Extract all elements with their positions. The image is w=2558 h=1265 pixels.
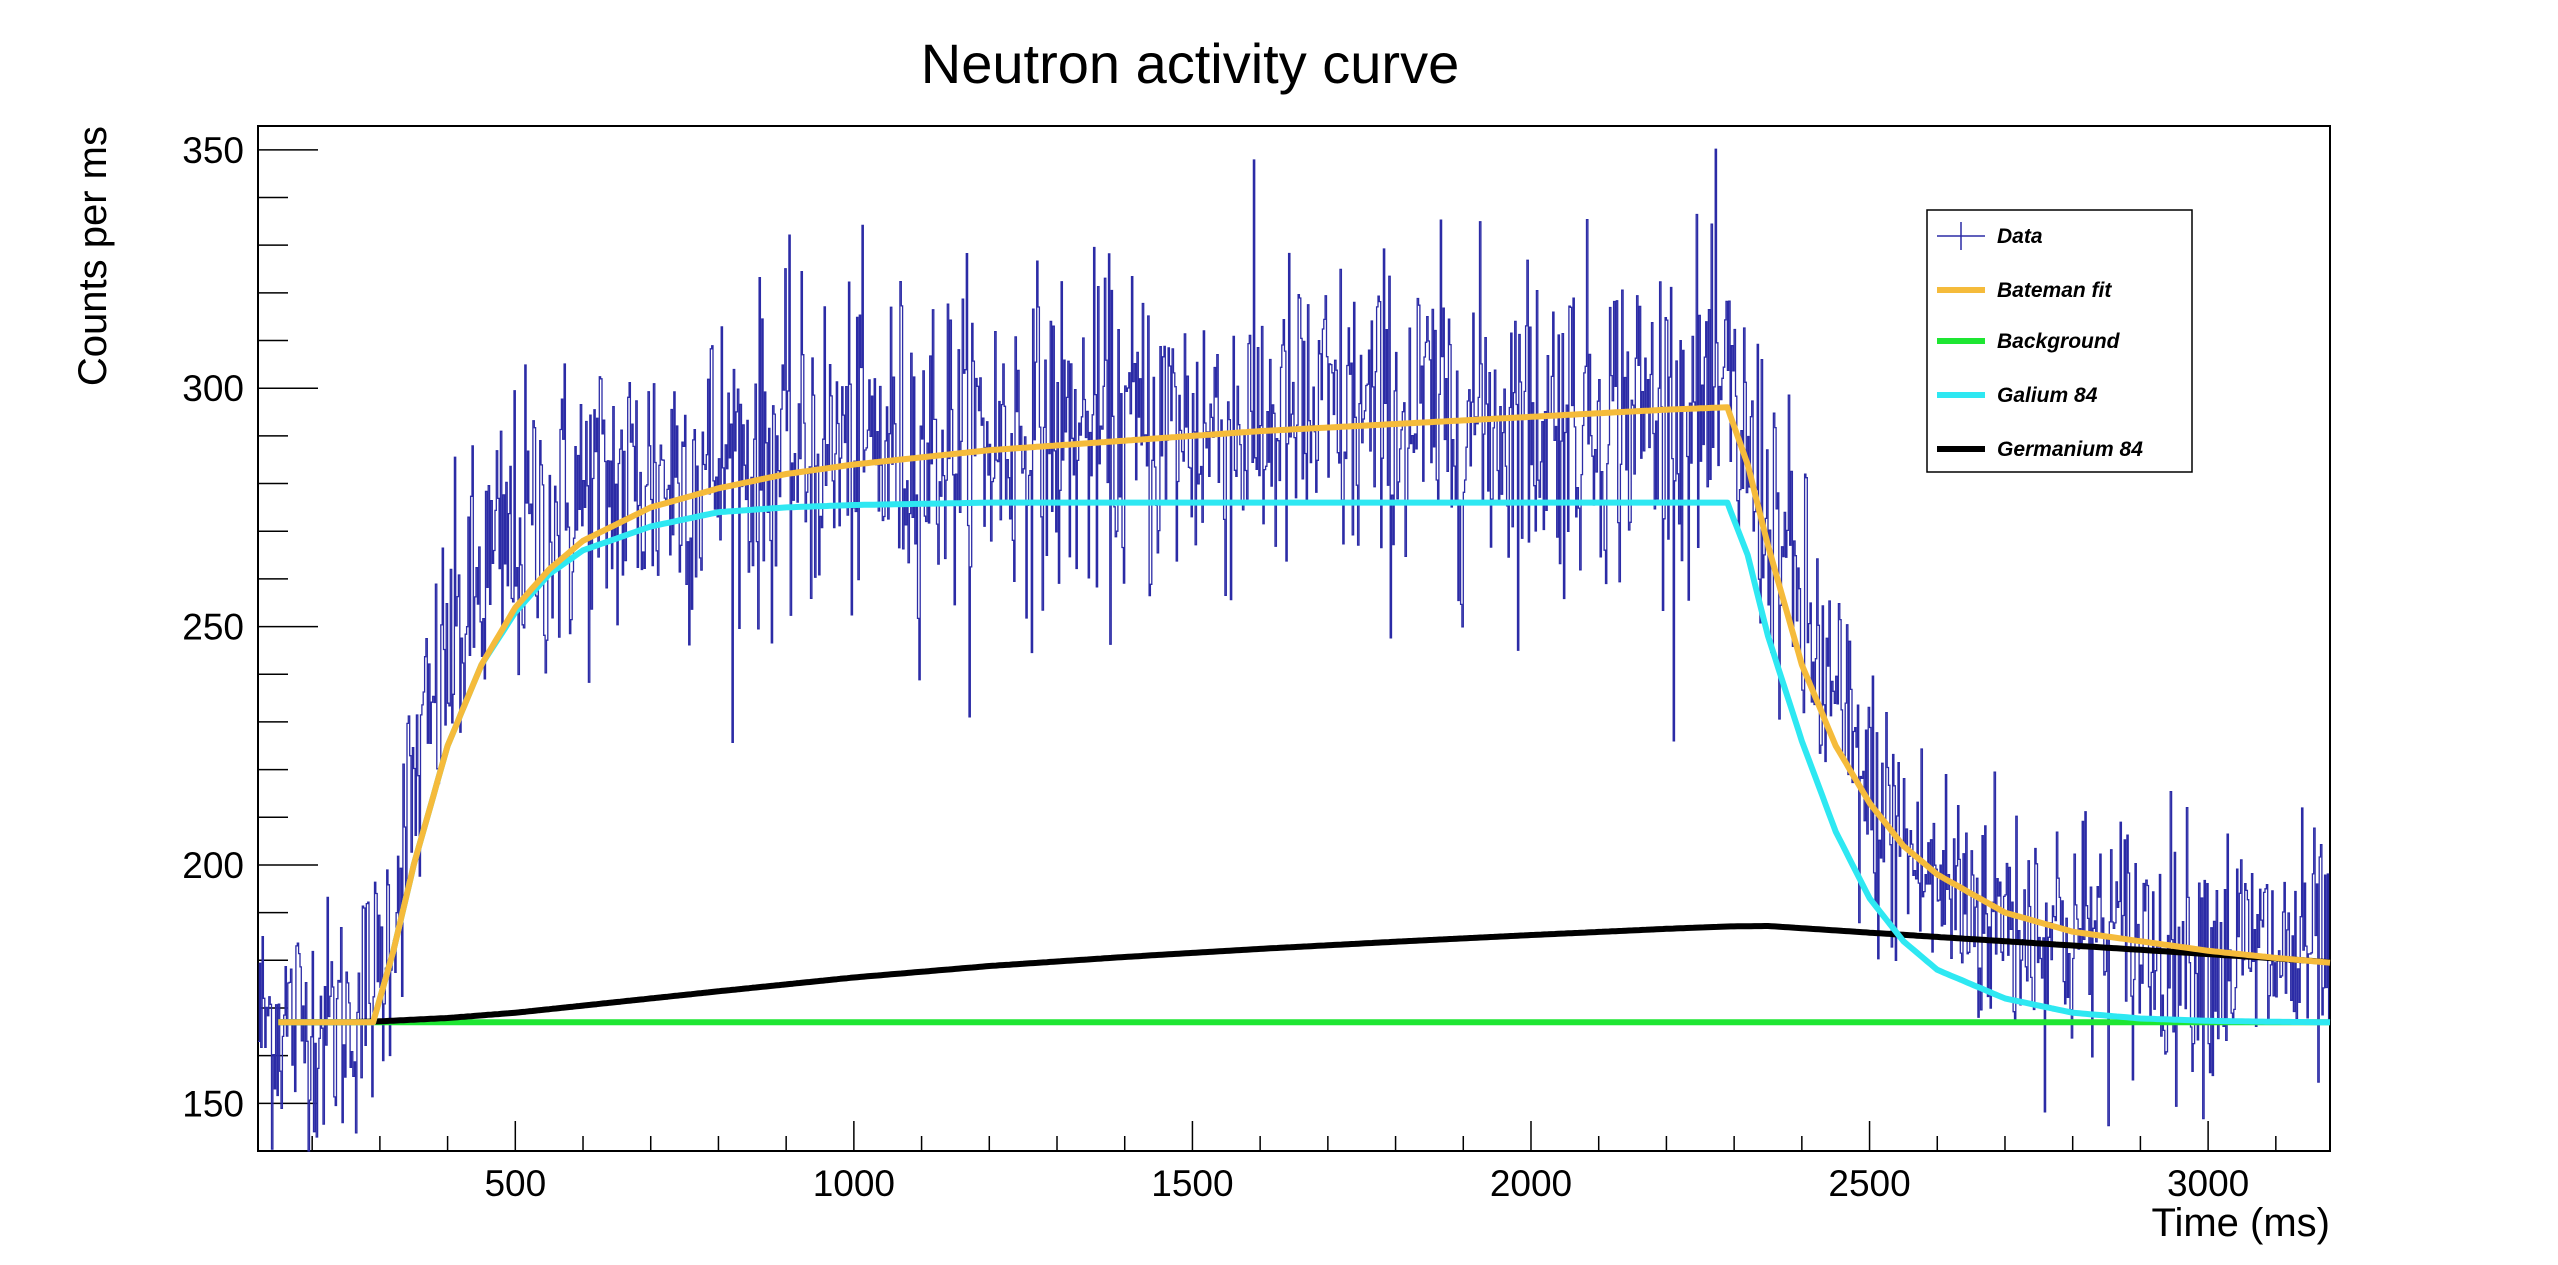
y-tick-label: 300	[182, 368, 244, 409]
x-axis: 500 1000 1500 2000 2500 3000	[311, 1121, 2277, 1204]
series-bateman-fit-line	[278, 404, 2331, 1026]
x-tick-label: 1000	[813, 1163, 895, 1204]
legend-label-galium-84: Galium 84	[1997, 384, 2098, 407]
plot-frame	[257, 125, 2331, 1152]
x-axis-label: Time (ms)	[2152, 1201, 2330, 1245]
series-data-histogram	[258, 148, 2330, 1152]
y-axis-label: Counts per ms	[71, 126, 115, 386]
x-tick-label: 2000	[1490, 1163, 1572, 1204]
legend-label-background: Background	[1997, 330, 2121, 353]
y-tick-label: 350	[182, 130, 244, 171]
y-tick-label: 150	[182, 1083, 244, 1124]
series-germanium-84-line	[278, 923, 2331, 1026]
y-axis: 150 200 250 300 350	[182, 130, 318, 1152]
series-galium-84-line	[278, 499, 2331, 1026]
chart-title: Neutron activity curve	[921, 32, 1459, 95]
y-tick-label: 200	[182, 845, 244, 886]
y-tick-label: 250	[182, 607, 244, 648]
legend: Data Bateman fit Background Galium 84 German…	[1926, 209, 2193, 473]
legend-label-data: Data	[1997, 225, 2043, 248]
x-tick-label: 3000	[2167, 1163, 2249, 1204]
series-layer	[258, 148, 2331, 1152]
x-tick-label: 1500	[1151, 1163, 1233, 1204]
x-tick-label: 500	[484, 1163, 546, 1204]
legend-label-bateman-fit: Bateman fit	[1997, 279, 2112, 302]
legend-label-germanium-84: Germanium 84	[1997, 438, 2143, 461]
x-tick-label: 2500	[1828, 1163, 1910, 1204]
